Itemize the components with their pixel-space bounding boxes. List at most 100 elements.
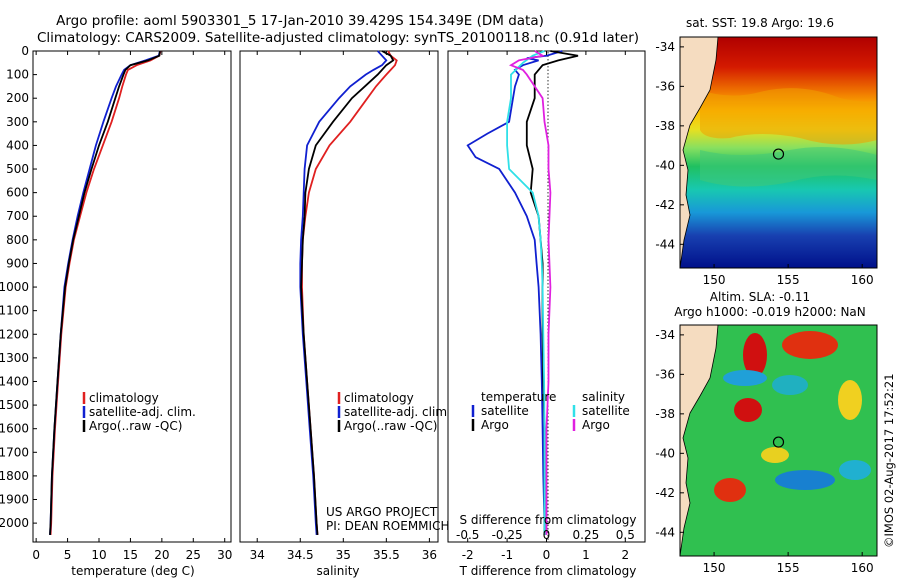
- difference-series: [466, 50, 579, 535]
- salinity-axes: [239, 50, 439, 543]
- x-tick-label: 34: [250, 548, 265, 562]
- secondary-x-tick-label: -0.25: [492, 528, 523, 542]
- y-tick-label: 0: [21, 44, 29, 58]
- x-tick-label: 10: [91, 548, 106, 562]
- map-x-tick-label: 160: [851, 561, 874, 575]
- sla-map-frame: [679, 324, 878, 557]
- map-y-tick-label: -40: [655, 446, 675, 460]
- title-line-1: Argo profile: aoml 5903301_5 17-Jan-2010…: [56, 13, 544, 29]
- secondary-x-tick-label: 0: [543, 528, 551, 542]
- sla-eddy-cold: [772, 375, 808, 395]
- map-x-tick-label: 155: [777, 273, 800, 287]
- map-y-tick-label: -44: [655, 525, 675, 539]
- secondary-x-tick-label: 0.25: [573, 528, 600, 542]
- y-tick-label: 1200: [0, 327, 29, 341]
- y-tick-label: 2000: [0, 516, 29, 530]
- legend-climatology: climatology: [344, 391, 414, 405]
- difference-panel: -2 -1 0 1 2 -0.5 -0.25 0 0.25 0.5 T difference f…: [447, 50, 646, 578]
- temperature-x-ticks: 0 5 10 15 20 25 30: [32, 51, 232, 562]
- map-y-tick-label: -44: [655, 237, 675, 251]
- salinity-x-label: salinity: [316, 564, 359, 578]
- map-y-tick-label: -38: [655, 119, 675, 133]
- argo-location-marker: [772, 436, 785, 448]
- x-tick-label: 15: [123, 548, 138, 562]
- temperature-panel: 0 5 10 15 20 25 30 0 100 200 300 400 500 600 700 800 90…: [0, 44, 452, 578]
- sst-map-ticks: 150 155 160 -34 -36 -38 -40 -42 -44: [655, 40, 873, 287]
- y-tick-label: 1800: [0, 469, 29, 483]
- sst-field: [680, 37, 877, 268]
- legend-temperature-satellite: satellite: [481, 404, 529, 418]
- map-y-tick-label: -34: [655, 328, 675, 342]
- project-annotation: US ARGO PROJECT: [326, 505, 438, 519]
- map-x-tick-label: 150: [703, 273, 726, 287]
- difference-x-label: T difference from climatology: [459, 564, 637, 578]
- sla-map-subtitle: Argo h1000: -0.019 h2000: NaN: [674, 305, 866, 319]
- x-tick-label: 35: [336, 548, 351, 562]
- y-tick-label: 1600: [0, 422, 29, 436]
- sst-front: [700, 146, 877, 187]
- map-x-tick-label: 150: [703, 561, 726, 575]
- legend-temperature-argo: Argo: [481, 418, 509, 432]
- y-tick-label: 1100: [0, 304, 29, 318]
- salinity-panel: 34 34.5 35 35.5 36 salinity climatology sate…: [239, 50, 451, 578]
- series-salinity-satellite: [506, 50, 546, 535]
- legend-argo: Argo(..raw -QC): [344, 419, 437, 433]
- x-tick-label: 0: [543, 548, 551, 562]
- x-tick-label: -1: [501, 548, 513, 562]
- map-y-tick-label: -38: [655, 407, 675, 421]
- y-tick-label: 100: [6, 68, 29, 82]
- y-tick-label: 1000: [0, 280, 29, 294]
- salinity-legend: climatology satellite-adj. clim. Argo(..…: [337, 391, 451, 433]
- sst-map-panel: sat. SST: 19.8 Argo: 19.6 150 155 160 -34 -3…: [655, 16, 878, 287]
- x-tick-label: 20: [154, 548, 169, 562]
- secondary-x-tick-label: -0.5: [456, 528, 479, 542]
- y-tick-label: 1300: [0, 351, 29, 365]
- y-tick-label: 600: [6, 186, 29, 200]
- legend-satellite: satellite-adj. clim.: [344, 405, 451, 419]
- series-temperature-satellite: [466, 50, 563, 535]
- series-salinity-argo: [508, 50, 552, 535]
- pi-annotation: PI: DEAN ROEMMICH: [326, 519, 449, 533]
- y-tick-label: 300: [6, 115, 29, 129]
- difference-secondary-x-label: S difference from climatology: [460, 513, 637, 527]
- sla-eddy-warm: [743, 333, 767, 377]
- temperature-legend: climatology satellite-adj. clim. Argo(..…: [82, 391, 196, 433]
- sla-eddy-warm: [782, 331, 838, 359]
- legend-salinity-satellite: satellite: [582, 404, 630, 418]
- salinity-series: [299, 50, 398, 535]
- series-argo-raw-qc: [49, 50, 161, 535]
- y-tick-label: 900: [6, 256, 29, 270]
- y-tick-label: 700: [6, 209, 29, 223]
- sla-map-panel: Altim. SLA: -0.11 Argo h1000: -0.019 h20…: [655, 290, 878, 575]
- sla-field: [680, 325, 877, 556]
- x-tick-label: 34.5: [287, 548, 314, 562]
- coastline-land: [680, 37, 719, 268]
- map-x-tick-label: 160: [851, 273, 874, 287]
- y-tick-label: 1500: [0, 398, 29, 412]
- y-tick-label: 200: [6, 91, 29, 105]
- sla-eddy-warm: [714, 478, 746, 502]
- sla-eddy-cold: [723, 370, 767, 386]
- y-tick-label: 800: [6, 233, 29, 247]
- sla-eddy-cold: [839, 460, 871, 480]
- legend-salinity-argo: Argo: [582, 418, 610, 432]
- y-tick-label: 1900: [0, 493, 29, 507]
- sst-map-frame: [679, 36, 878, 269]
- sla-map-title: Altim. SLA: -0.11: [710, 290, 810, 304]
- argo-location-marker: [772, 148, 785, 160]
- x-tick-label: -2: [462, 548, 474, 562]
- legend-satellite: satellite-adj. clim.: [89, 405, 196, 419]
- map-y-tick-label: -36: [655, 367, 675, 381]
- sst-warm-tongue: [700, 88, 877, 145]
- map-y-tick-label: -36: [655, 79, 675, 93]
- x-tick-label: 36: [422, 548, 437, 562]
- series-argo-raw-qc: [300, 50, 395, 535]
- legend-argo: Argo(..raw -QC): [89, 419, 182, 433]
- difference-x-ticks: -2 -1 0 1 2: [462, 51, 629, 562]
- sst-map-title: sat. SST: 19.8 Argo: 19.6: [686, 16, 834, 30]
- map-y-tick-label: -34: [655, 40, 675, 54]
- difference-legend: temperature satellite Argo salinity sate…: [471, 390, 630, 432]
- y-tick-label: 1400: [0, 374, 29, 388]
- y-tick-label: 1700: [0, 445, 29, 459]
